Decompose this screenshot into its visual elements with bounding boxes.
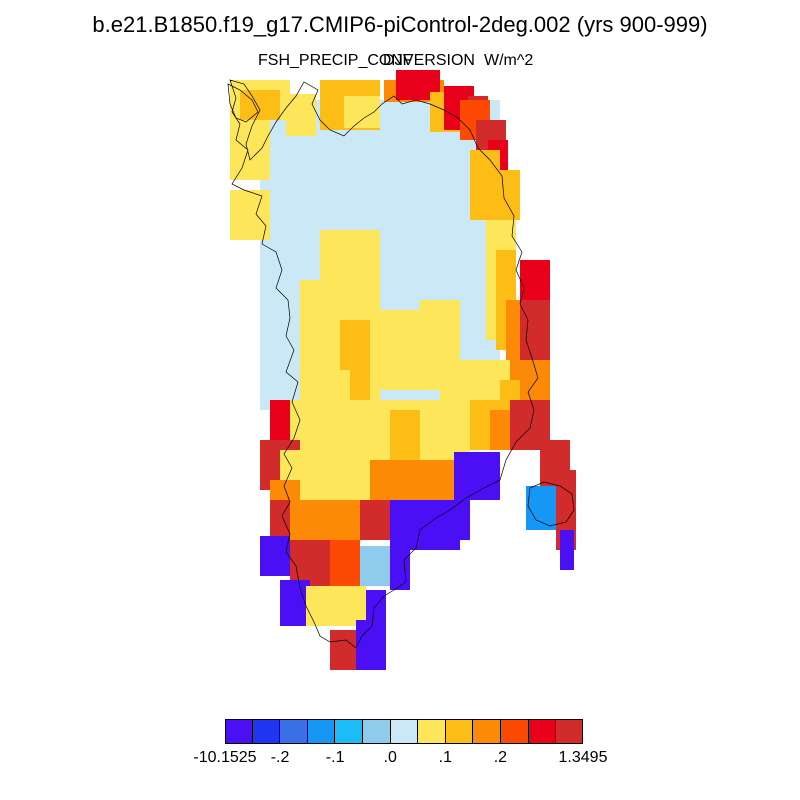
map-cell [330, 540, 360, 590]
colorbar-tick-label: .0 [383, 749, 397, 766]
plot-title: b.e21.B1850.f19_g17.CMIP6-piControl-2deg… [92, 12, 708, 37]
units-label: W/m^2 [484, 52, 534, 69]
map-cell [360, 546, 390, 586]
map-cell [500, 170, 520, 220]
colorbar-box [363, 719, 391, 744]
map-cell [290, 500, 360, 540]
greenland-coastline [229, 79, 539, 649]
map-cell [344, 96, 380, 128]
map-cell [360, 500, 390, 540]
colorbar-tick-label: 1.3495 [558, 749, 608, 766]
colorbar-tick-label: -.1 [325, 749, 345, 766]
colorbar-box [335, 719, 364, 744]
map-cell [290, 400, 310, 450]
map-cell [330, 630, 360, 670]
colorbar-box [307, 719, 336, 744]
colorbar [225, 719, 583, 744]
map-cell [470, 150, 500, 220]
map-cell [390, 540, 410, 590]
map-cell [230, 120, 270, 180]
colorbar-box [473, 719, 502, 744]
map-cell [280, 580, 310, 626]
map-grid-cells [230, 70, 576, 670]
map-cell [240, 90, 280, 120]
colorbar-box [390, 719, 419, 744]
map-cell [356, 620, 386, 670]
map-cell [286, 94, 316, 136]
map-cell [420, 300, 460, 360]
colorbar-box [418, 719, 446, 744]
map-cell [270, 500, 290, 540]
greenland-map [227, 70, 576, 670]
variable-name: FSH_PRECIP_CONVERSION [258, 52, 475, 69]
map-cell [560, 530, 574, 570]
colorbar-tick-label: -.2 [270, 749, 290, 766]
colorbar-tick-label: -10.1525 [193, 749, 257, 766]
map-cell [370, 460, 430, 500]
season-label: DJF [383, 52, 413, 69]
map-cell [526, 486, 556, 530]
map-cell [350, 360, 370, 410]
map-cell [556, 500, 576, 530]
colorbar-box [280, 719, 308, 744]
map-cell [306, 586, 366, 626]
colorbar-box [252, 719, 281, 744]
iceland-coastline [527, 481, 575, 527]
colorbar-tick-label: .1 [438, 749, 452, 766]
map-cell [290, 400, 470, 460]
colorbar-box [528, 719, 557, 744]
map-cell [520, 260, 550, 300]
map-cell [260, 536, 290, 576]
colorbar-box [556, 719, 583, 744]
colorbar-box [225, 719, 253, 744]
ellesmere-island-coastline [227, 83, 259, 123]
map-cell [300, 460, 370, 500]
map-cell [420, 500, 460, 550]
map-cell [230, 190, 270, 240]
colorbar-tick-label: .2 [493, 749, 508, 766]
colorbar-box [501, 719, 529, 744]
colorbar-box [445, 719, 474, 744]
map-cell [454, 452, 500, 500]
